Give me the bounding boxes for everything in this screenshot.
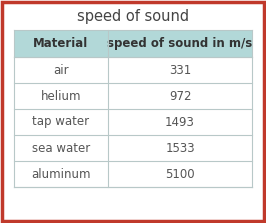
Text: speed of sound in m/s: speed of sound in m/s [107, 37, 253, 50]
Text: helium: helium [41, 89, 81, 103]
Text: Material: Material [33, 37, 89, 50]
Text: 1493: 1493 [165, 116, 195, 128]
Bar [14, 30, 252, 57]
Bar [14, 135, 252, 161]
Text: 1533: 1533 [165, 142, 195, 155]
Bar [14, 57, 252, 83]
Text: 972: 972 [169, 89, 191, 103]
Bar [14, 161, 252, 187]
Bar [14, 109, 252, 135]
Text: air: air [53, 64, 69, 76]
Text: tap water: tap water [32, 116, 90, 128]
Text: 331: 331 [169, 64, 191, 76]
Text: sea water: sea water [32, 142, 90, 155]
Text: aluminum: aluminum [31, 167, 91, 180]
Text: speed of sound: speed of sound [77, 8, 189, 23]
Text: 5100: 5100 [165, 167, 195, 180]
Bar [14, 83, 252, 109]
